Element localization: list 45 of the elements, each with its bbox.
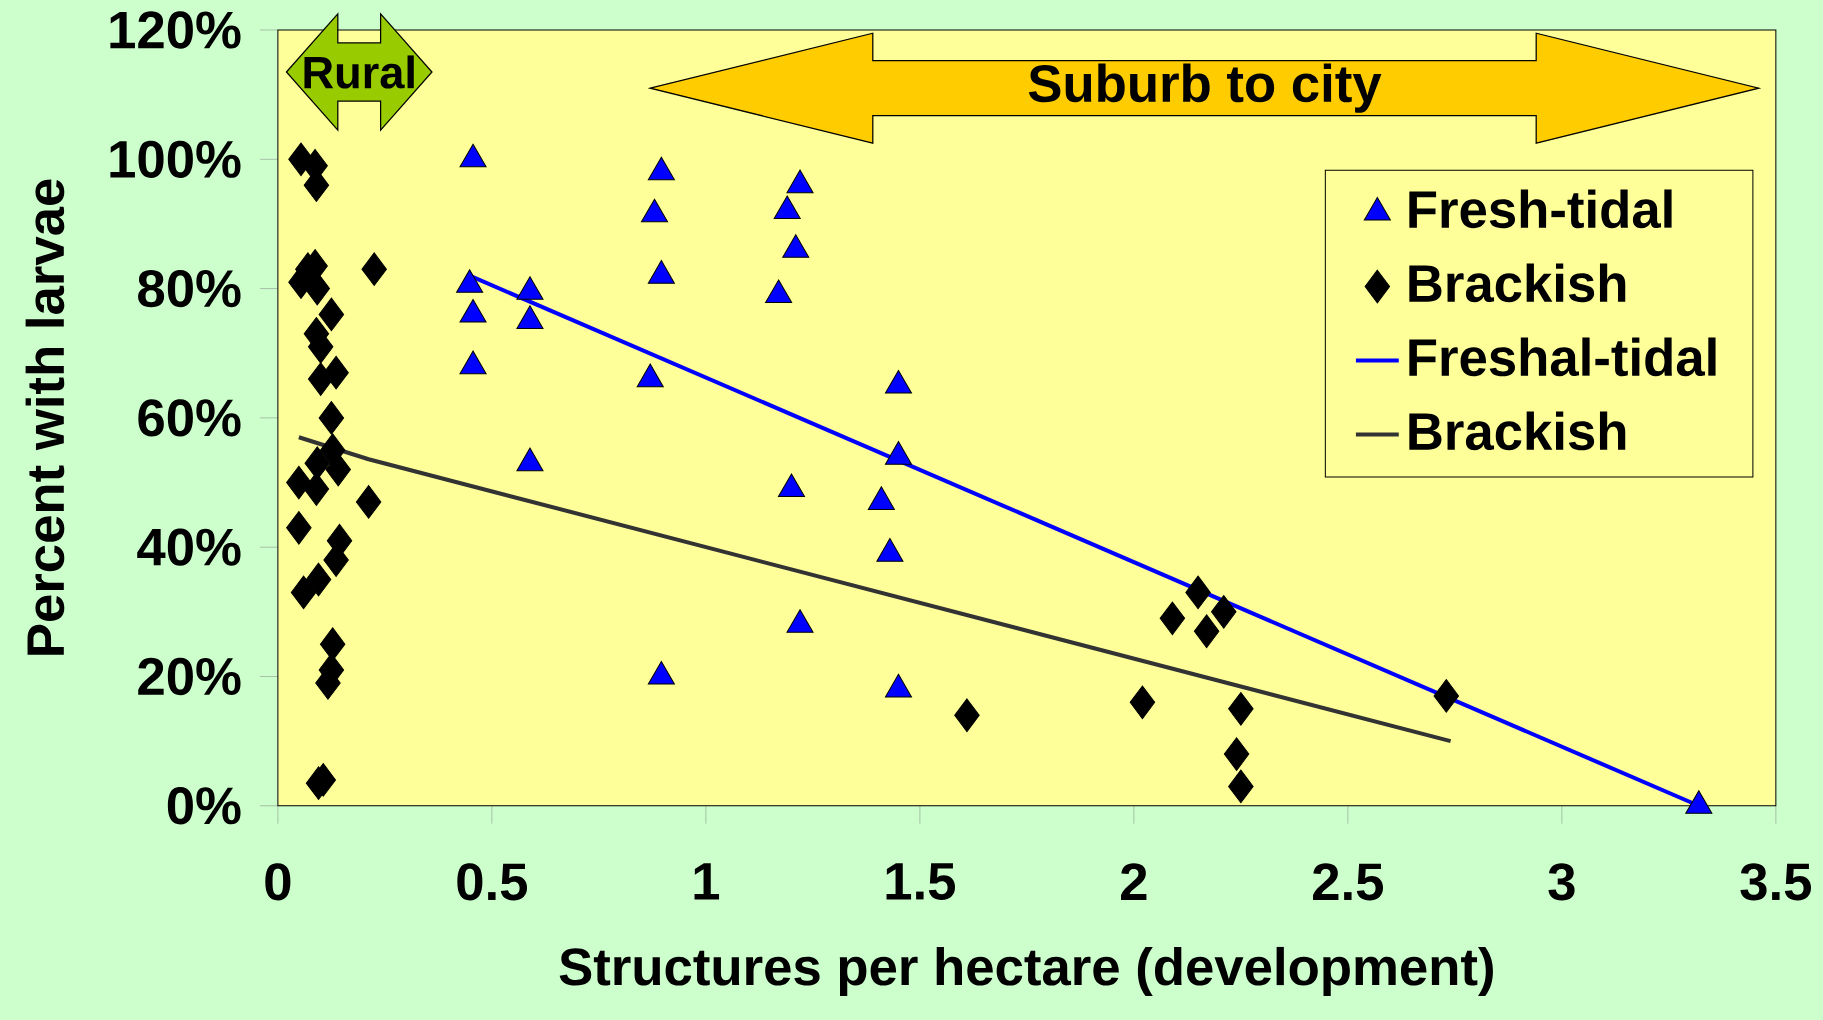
- point: [1159, 601, 1186, 636]
- x-tick-label: 1.5: [886, 863, 956, 900]
- point: [355, 485, 382, 519]
- x-axis-title: Structures per hectare (development): [559, 946, 1493, 997]
- x-tick-label: 2.5: [1313, 863, 1384, 901]
- point: [1433, 679, 1460, 713]
- point: [319, 627, 346, 661]
- y-tick-label: 100%: [110, 140, 241, 178]
- y-tick-label: 0%: [167, 787, 241, 825]
- point: [290, 575, 317, 610]
- x-tick-label: 0: [265, 863, 291, 901]
- point: [303, 472, 330, 506]
- point: [286, 510, 312, 545]
- point: [1211, 594, 1237, 629]
- point: [318, 297, 345, 332]
- x-tick-label: 0.5: [457, 863, 528, 901]
- point: [1185, 575, 1211, 610]
- legend-label: Fresh-tidal: [1409, 189, 1672, 229]
- point: [325, 452, 351, 487]
- x-tick-label: 3.5: [1740, 863, 1812, 901]
- legend-label: Brackish: [1409, 411, 1626, 451]
- point: [361, 252, 387, 286]
- x-tick-label: 1: [694, 863, 720, 900]
- annotation: Suburb to city: [1028, 63, 1382, 113]
- y-tick-label: 120%: [110, 11, 241, 49]
- x-tick-label: 2: [1121, 863, 1147, 900]
- y-tick-label: 80%: [138, 269, 241, 308]
- point: [1193, 614, 1220, 649]
- point: [1223, 737, 1250, 771]
- point: [318, 401, 345, 435]
- y-tick-label: 20%: [138, 657, 241, 696]
- annotation: Rural: [304, 55, 414, 89]
- x-tick-label: 3: [1548, 863, 1575, 901]
- point: [323, 355, 349, 390]
- legend-label: Freshal-tidal: [1409, 337, 1716, 377]
- legend-label: Brackish: [1409, 263, 1626, 303]
- point: [954, 698, 980, 733]
- point: [305, 562, 332, 597]
- point: [1129, 685, 1156, 720]
- y-tick-label: 40%: [137, 528, 241, 566]
- y-tick-label: 60%: [138, 399, 241, 437]
- point: [1228, 691, 1254, 726]
- y-axis-title: Percent with larvae: [25, 179, 65, 655]
- point: [286, 465, 312, 500]
- point: [1228, 769, 1254, 804]
